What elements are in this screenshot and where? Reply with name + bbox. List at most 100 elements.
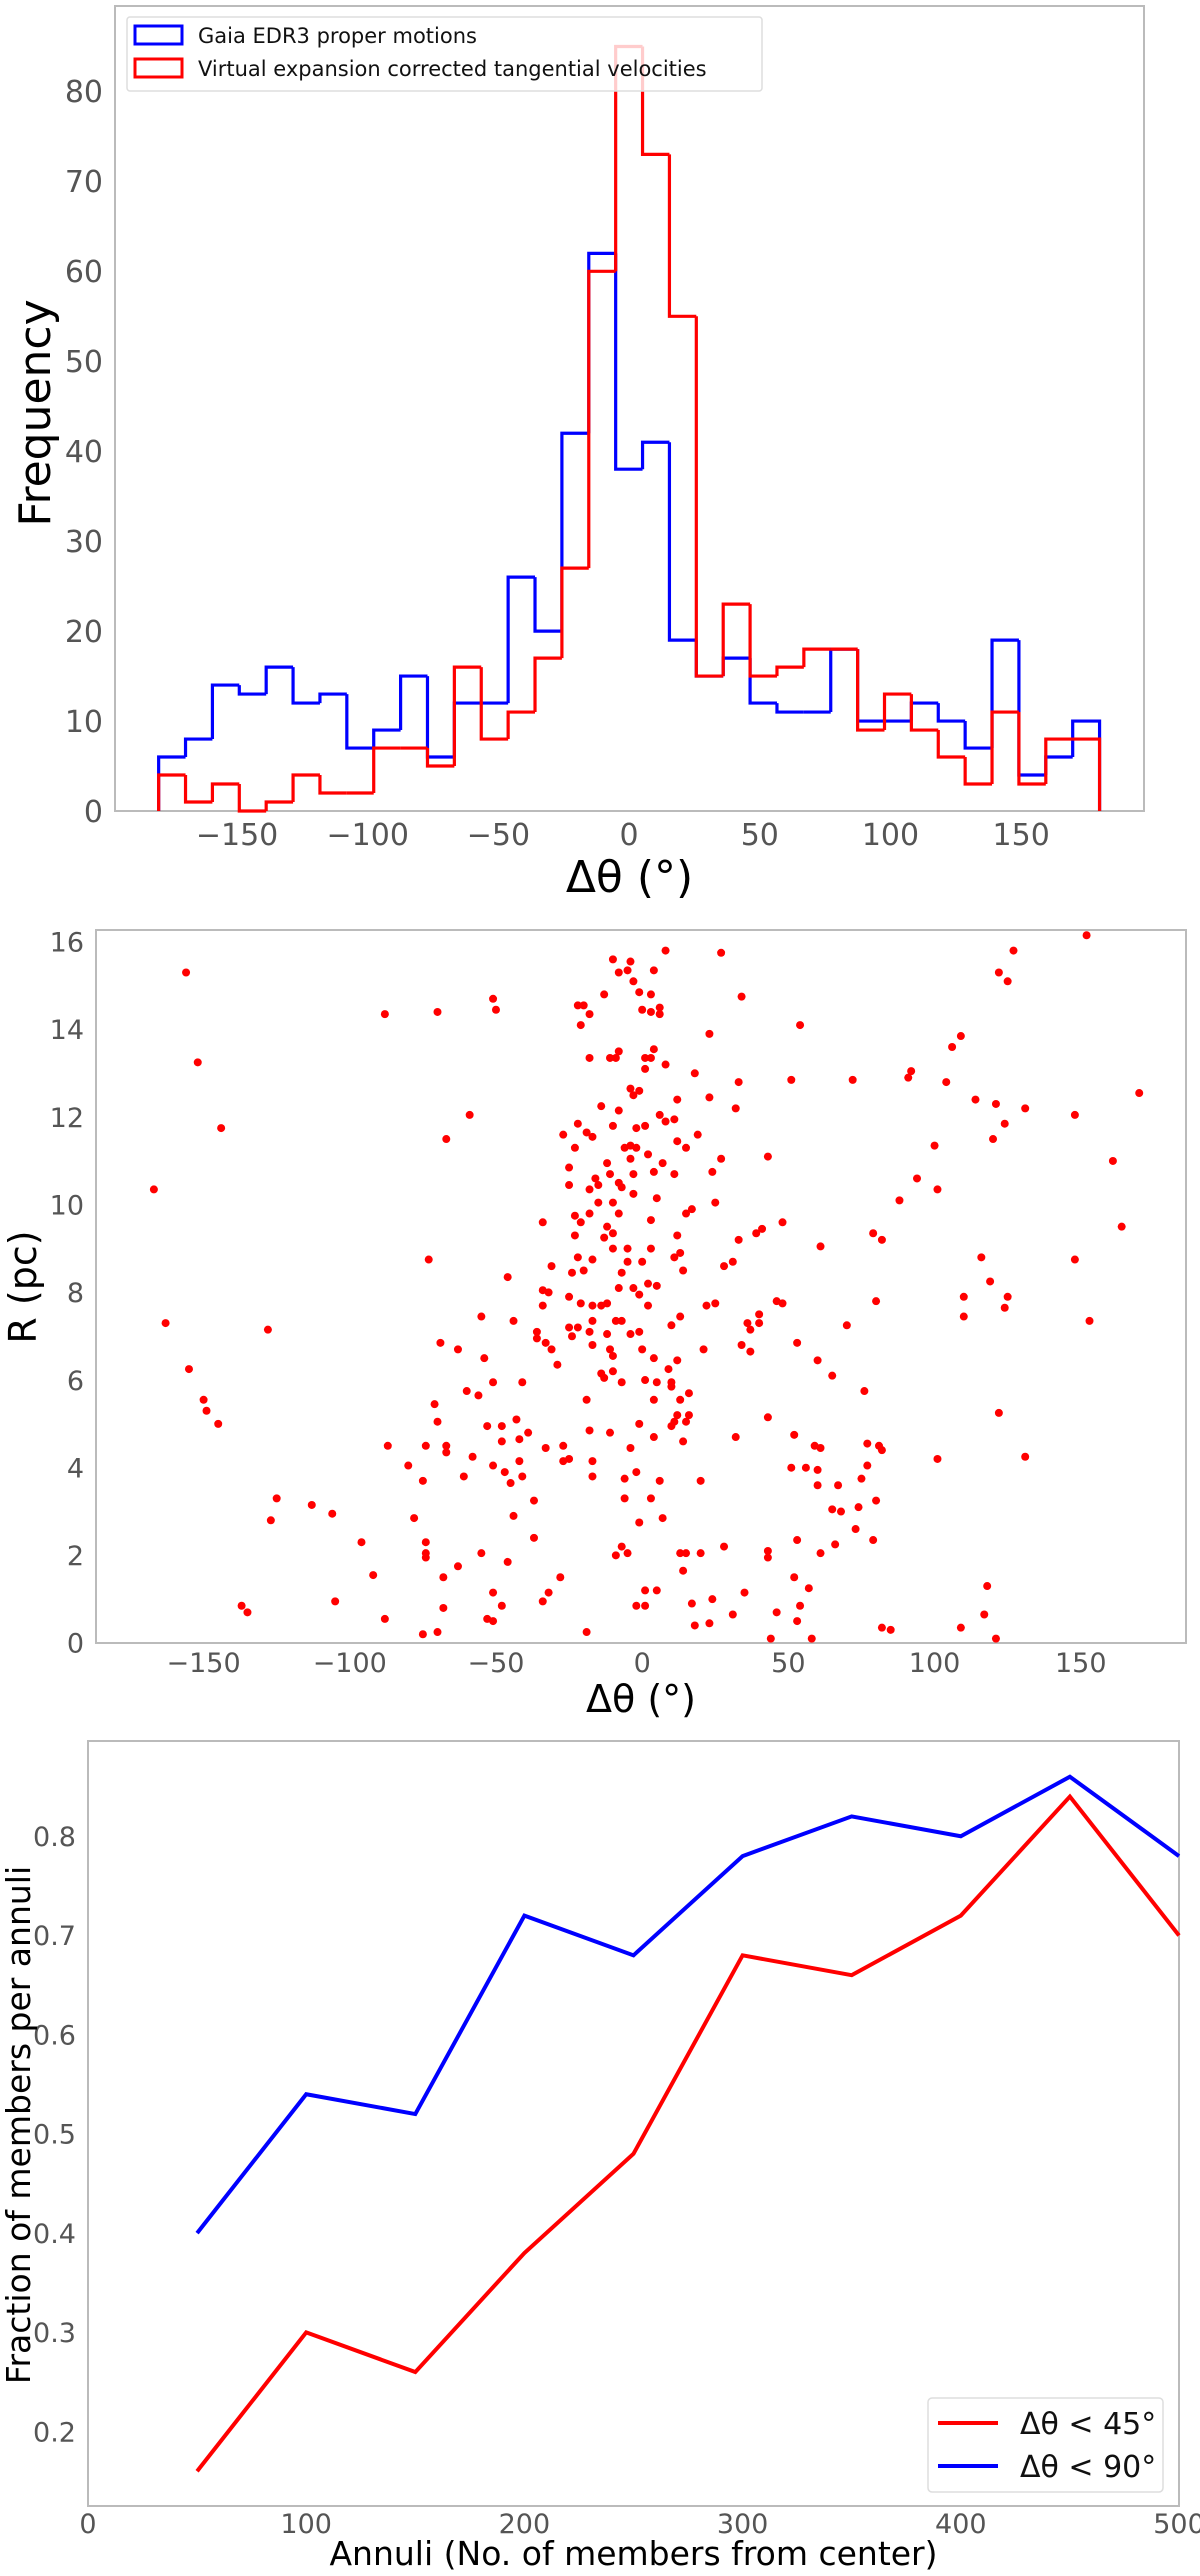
scatter-point: [433, 1417, 442, 1426]
scatter-point: [629, 977, 638, 986]
scatter-point: [585, 1426, 594, 1435]
scatter-point: [728, 1257, 737, 1266]
scatter-point: [620, 1494, 629, 1503]
histogram-bin-corrected: [157, 773, 186, 811]
scatter-point: [614, 968, 623, 977]
scatter-point: [506, 1479, 515, 1488]
scatter-point: [711, 1299, 720, 1308]
scatter-point: [515, 1457, 524, 1466]
scatter-point: [480, 1354, 489, 1363]
scatter-point: [529, 1496, 538, 1505]
scatter-point: [617, 1542, 626, 1551]
scatter-point: [453, 1562, 462, 1571]
scatter-point: [585, 1185, 594, 1194]
scatter-point: [565, 1323, 574, 1332]
scatter-point: [199, 1395, 208, 1404]
scatter-point: [793, 1536, 802, 1545]
x-tick-label: 50: [771, 1648, 805, 1679]
scatter-point: [573, 1253, 582, 1262]
histogram-bin-gaia: [237, 685, 267, 696]
scatter-point: [787, 1463, 796, 1472]
scatter-point: [807, 1634, 816, 1643]
legend-label: Δθ < 90°: [1020, 2450, 1156, 2485]
scatter-point: [503, 1557, 512, 1566]
scatter-point: [477, 1549, 486, 1558]
scatter-point: [851, 1525, 860, 1534]
y-tick-label: 0.2: [33, 2417, 76, 2448]
scatter-point: [635, 1518, 644, 1527]
histogram-bin-gaia: [963, 721, 993, 750]
scatter-point: [787, 1075, 796, 1084]
scatter-point: [728, 1610, 737, 1619]
scatter-point: [652, 1194, 661, 1203]
scatter-point: [611, 1316, 620, 1325]
scatter-point: [553, 1360, 562, 1369]
y-tick-label: 6: [67, 1366, 84, 1397]
scatter-point: [705, 1093, 714, 1102]
scatter-point: [959, 1292, 968, 1301]
scatter-point: [357, 1538, 366, 1547]
scatter-point: [606, 1170, 615, 1179]
scatter-point: [682, 1209, 691, 1218]
scatter-point: [620, 1474, 629, 1483]
scatter-point: [1085, 1316, 1094, 1325]
x-tick-label: −50: [467, 818, 530, 853]
scatter-point: [149, 1185, 158, 1194]
x-axis-label: Δθ (°): [586, 1677, 696, 1721]
scatter-point: [608, 1244, 617, 1253]
scatter-point: [573, 1001, 582, 1010]
scatter-point: [161, 1319, 170, 1328]
scatter-point: [573, 1119, 582, 1128]
x-tick-label: 0: [620, 818, 639, 853]
scatter-point: [579, 1001, 588, 1010]
scatter-point: [497, 1437, 506, 1446]
scatter-point: [828, 1371, 837, 1380]
y-tick-label: 0.4: [33, 2219, 76, 2250]
series-line-dtheta-45: [195, 1793, 1181, 2473]
scatter-point: [632, 1143, 641, 1152]
histogram-bin-corrected: [990, 710, 1019, 785]
scatter-point: [670, 1115, 679, 1124]
scatter-point: [243, 1608, 252, 1617]
scatter-point: [500, 1468, 509, 1477]
scatter-point: [585, 1053, 594, 1062]
scatter-point: [559, 1441, 568, 1450]
histogram-bin-corrected: [533, 656, 562, 713]
scatter-point: [702, 1301, 711, 1310]
scatter-point: [670, 1417, 679, 1426]
scatter-point: [649, 1395, 658, 1404]
scatter-point: [603, 1299, 612, 1308]
histogram-bin-gaia: [291, 667, 320, 705]
scatter-point: [439, 1573, 448, 1582]
scatter-point: [585, 1209, 594, 1218]
scatter-point: [667, 1382, 676, 1391]
scatter-point: [646, 1244, 655, 1253]
y-tick-label: 70: [65, 165, 103, 200]
histogram-bin-corrected: [452, 665, 482, 767]
scatter-point: [611, 1053, 620, 1062]
scatter-point: [433, 1628, 442, 1637]
y-tick-label: 0.5: [33, 2120, 76, 2151]
scatter-point: [816, 1443, 825, 1452]
histogram-bin-gaia: [372, 728, 401, 749]
histogram-bin-corrected: [237, 784, 267, 813]
scatter-point: [848, 1075, 857, 1084]
scatter-point: [743, 1319, 752, 1328]
scatter-point: [816, 1549, 825, 1558]
scatter-point: [766, 1634, 775, 1643]
scatter-point: [679, 1266, 688, 1275]
scatter-point: [635, 1086, 644, 1095]
scatter-point: [942, 1078, 951, 1087]
scatter-point: [369, 1571, 378, 1580]
scatter-point: [796, 1021, 805, 1030]
x-tick-label: 100: [280, 2509, 332, 2540]
x-tick-label: 300: [717, 2509, 769, 2540]
scatter-point: [442, 1441, 451, 1450]
scatter-point: [673, 1137, 682, 1146]
scatter-point: [755, 1310, 764, 1319]
scatter-point: [591, 1174, 600, 1183]
scatter-point: [661, 1060, 670, 1069]
scatter-point: [907, 1067, 916, 1076]
histogram-bin-corrected: [1044, 737, 1073, 785]
y-tick-label: 12: [50, 1103, 84, 1134]
